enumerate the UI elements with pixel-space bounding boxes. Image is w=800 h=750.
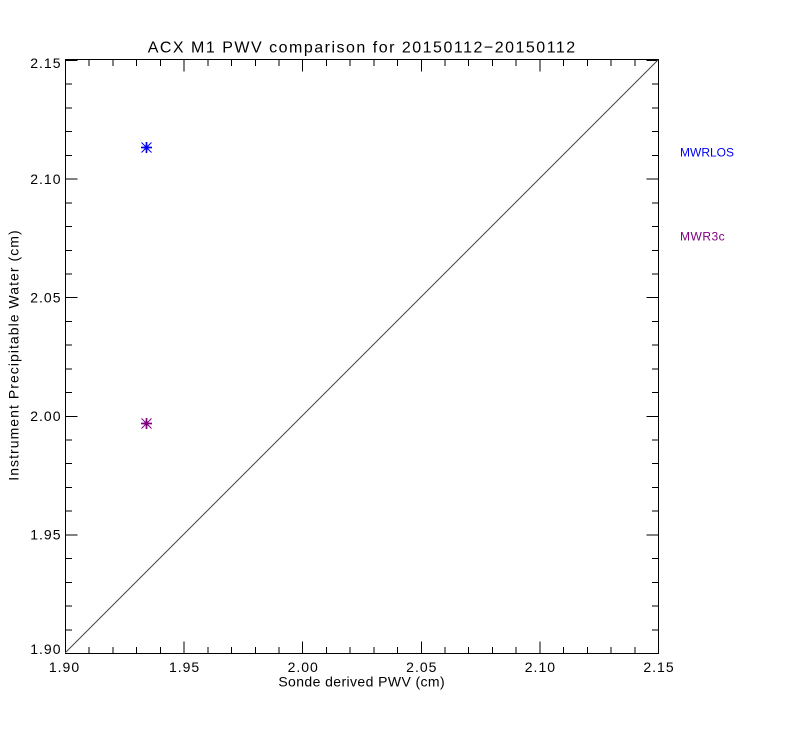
svg-text:MWRLOS: MWRLOS xyxy=(680,146,734,160)
svg-text:Instrument Precipitable Water: Instrument Precipitable Water (cm) xyxy=(6,229,22,480)
svg-text:2.15: 2.15 xyxy=(30,55,61,71)
svg-text:ACX M1 PWV comparison for 2015: ACX M1 PWV comparison for 20150112−20150… xyxy=(148,40,577,57)
svg-text:2.05: 2.05 xyxy=(406,659,437,675)
svg-text:2.10: 2.10 xyxy=(30,171,61,187)
svg-text:Sonde derived PWV (cm): Sonde derived PWV (cm) xyxy=(278,674,445,690)
svg-text:2.05: 2.05 xyxy=(30,289,61,305)
svg-text:2.15: 2.15 xyxy=(643,659,674,675)
svg-text:1.90: 1.90 xyxy=(49,659,80,675)
svg-text:2.00: 2.00 xyxy=(288,659,319,675)
svg-text:MWR3c: MWR3c xyxy=(680,230,725,244)
svg-text:1.95: 1.95 xyxy=(30,527,61,543)
svg-text:1.95: 1.95 xyxy=(169,659,200,675)
svg-text:2.10: 2.10 xyxy=(525,659,556,675)
svg-text:2.00: 2.00 xyxy=(30,408,61,424)
svg-text:1.90: 1.90 xyxy=(30,641,61,657)
